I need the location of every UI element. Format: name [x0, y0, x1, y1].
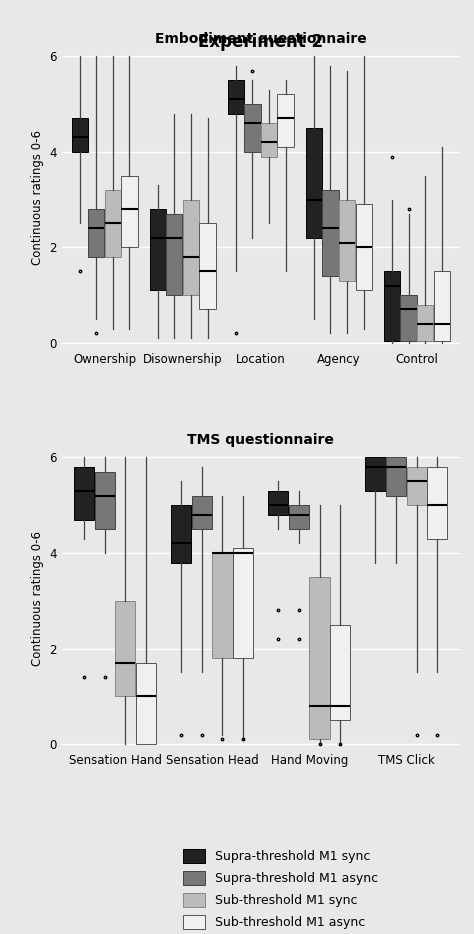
Y-axis label: Continuous ratings 0-6: Continuous ratings 0-6: [31, 531, 44, 666]
PathPatch shape: [115, 601, 136, 697]
PathPatch shape: [434, 271, 450, 341]
PathPatch shape: [136, 663, 156, 744]
PathPatch shape: [105, 190, 121, 257]
PathPatch shape: [233, 548, 253, 658]
Legend: Supra-threshold M1 sync, Supra-threshold M1 async, Sub-threshold M1 sync, Sub-th: Supra-threshold M1 sync, Supra-threshold…: [183, 849, 378, 929]
PathPatch shape: [417, 304, 433, 341]
PathPatch shape: [200, 223, 216, 309]
PathPatch shape: [171, 505, 191, 562]
PathPatch shape: [289, 505, 309, 530]
PathPatch shape: [261, 123, 277, 157]
Title: TMS questionnaire: TMS questionnaire: [187, 432, 334, 446]
PathPatch shape: [365, 458, 385, 491]
PathPatch shape: [401, 295, 417, 341]
PathPatch shape: [244, 104, 261, 152]
PathPatch shape: [95, 472, 115, 530]
PathPatch shape: [356, 205, 372, 290]
PathPatch shape: [88, 209, 104, 257]
PathPatch shape: [268, 491, 288, 515]
PathPatch shape: [330, 625, 350, 720]
PathPatch shape: [277, 94, 294, 147]
Title: Embodiment questionnaire: Embodiment questionnaire: [155, 32, 366, 46]
PathPatch shape: [384, 271, 400, 341]
PathPatch shape: [322, 190, 338, 276]
PathPatch shape: [386, 458, 406, 496]
PathPatch shape: [183, 200, 199, 295]
Y-axis label: Continuous ratings 0-6: Continuous ratings 0-6: [31, 130, 44, 264]
PathPatch shape: [339, 200, 355, 281]
PathPatch shape: [72, 119, 88, 152]
PathPatch shape: [191, 496, 212, 530]
PathPatch shape: [74, 467, 94, 519]
PathPatch shape: [310, 577, 330, 740]
PathPatch shape: [306, 128, 322, 238]
PathPatch shape: [212, 553, 233, 658]
PathPatch shape: [427, 467, 447, 539]
PathPatch shape: [228, 80, 244, 114]
Text: Experiment 2: Experiment 2: [198, 33, 323, 50]
PathPatch shape: [150, 209, 166, 290]
PathPatch shape: [121, 176, 137, 248]
PathPatch shape: [407, 467, 427, 505]
PathPatch shape: [166, 214, 182, 295]
